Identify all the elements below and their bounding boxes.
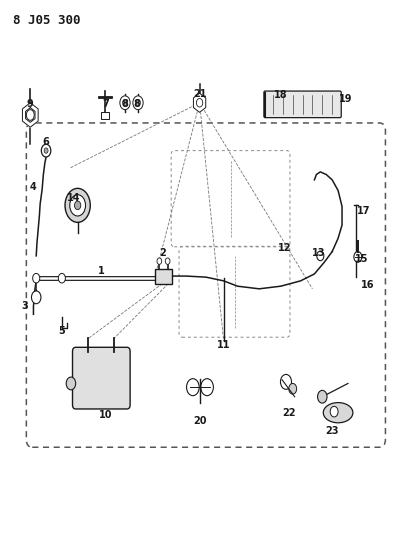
Circle shape <box>187 378 199 395</box>
Text: 13: 13 <box>312 248 325 258</box>
Circle shape <box>66 377 76 390</box>
Text: 9: 9 <box>27 99 34 109</box>
Text: 8 J05 300: 8 J05 300 <box>13 14 80 27</box>
Circle shape <box>157 258 162 264</box>
Circle shape <box>165 258 170 264</box>
Text: 4: 4 <box>30 182 36 192</box>
Ellipse shape <box>323 402 353 423</box>
Circle shape <box>41 144 51 157</box>
Circle shape <box>32 273 40 283</box>
Circle shape <box>280 374 291 389</box>
Text: 3: 3 <box>22 301 29 311</box>
Text: 20: 20 <box>193 416 207 426</box>
Text: 11: 11 <box>217 340 230 350</box>
Text: 1: 1 <box>98 266 105 276</box>
Circle shape <box>44 148 48 154</box>
Text: 6: 6 <box>43 136 50 147</box>
Text: 8: 8 <box>122 99 128 109</box>
Polygon shape <box>193 93 206 112</box>
Text: 22: 22 <box>282 408 295 418</box>
Bar <box>154 269 172 284</box>
Text: 10: 10 <box>99 410 112 421</box>
Text: 7: 7 <box>102 99 109 109</box>
Circle shape <box>136 100 141 106</box>
Text: 2: 2 <box>159 248 166 258</box>
Circle shape <box>31 291 41 304</box>
Text: 18: 18 <box>274 90 287 100</box>
Circle shape <box>289 383 297 394</box>
Text: 19: 19 <box>339 94 353 104</box>
Circle shape <box>58 273 65 283</box>
Text: 16: 16 <box>361 280 375 290</box>
Polygon shape <box>23 103 38 127</box>
Circle shape <box>65 188 90 222</box>
Bar <box>101 112 109 119</box>
Text: 23: 23 <box>326 426 339 437</box>
Text: 8: 8 <box>133 99 140 109</box>
Polygon shape <box>26 108 35 123</box>
Circle shape <box>318 390 327 403</box>
Circle shape <box>354 252 362 262</box>
FancyBboxPatch shape <box>72 348 130 409</box>
Circle shape <box>133 96 143 110</box>
Text: 14: 14 <box>67 193 80 204</box>
Circle shape <box>317 251 324 261</box>
Circle shape <box>70 195 86 216</box>
Circle shape <box>196 99 203 107</box>
Circle shape <box>201 378 213 395</box>
Circle shape <box>123 100 128 106</box>
Text: 17: 17 <box>357 206 371 216</box>
Text: 15: 15 <box>355 254 369 263</box>
Circle shape <box>74 201 81 209</box>
Text: 21: 21 <box>193 88 207 99</box>
Circle shape <box>27 110 34 120</box>
Text: 12: 12 <box>278 243 291 253</box>
Circle shape <box>120 96 130 110</box>
FancyBboxPatch shape <box>264 91 341 118</box>
Circle shape <box>330 406 338 417</box>
Text: 5: 5 <box>59 326 65 336</box>
